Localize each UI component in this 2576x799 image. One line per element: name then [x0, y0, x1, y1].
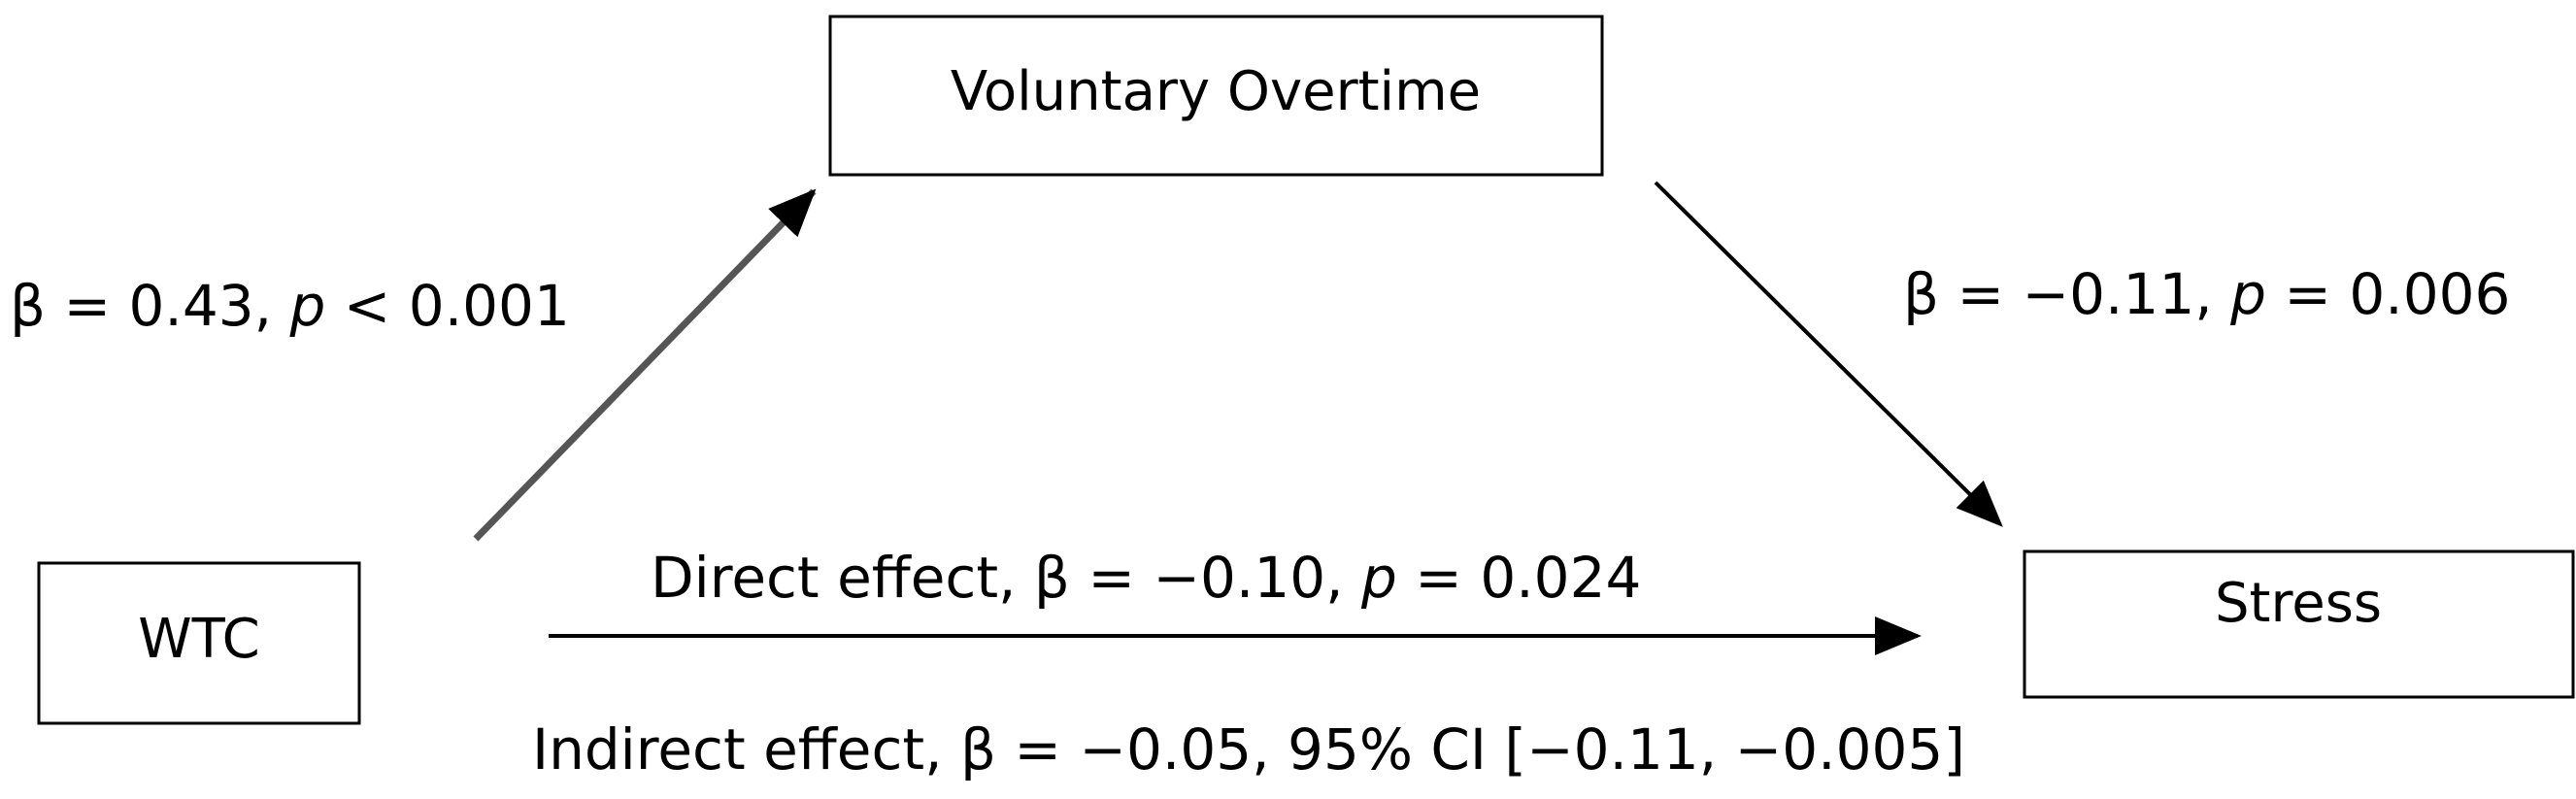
path-a-label: β = 0.43, p < 0.001 — [10, 273, 570, 339]
path-a-p-symbol: p — [289, 273, 326, 339]
predictor-box — [37, 561, 361, 725]
mediator-box — [828, 15, 1604, 177]
direct-effect-p-symbol: p — [1360, 545, 1397, 611]
predictor-node: WTC — [37, 561, 361, 725]
mediator-node: Voluntary Overtime — [828, 15, 1604, 177]
outcome-label: Stress — [2215, 572, 2382, 635]
path-a-p-value: < 0.001 — [325, 273, 570, 339]
outcome-node: Stress — [2023, 549, 2575, 699]
indirect-effect-label: Indirect effect, β = −0.05, 95% CI [−0.1… — [532, 716, 1965, 782]
path-b-p-symbol: p — [2229, 261, 2266, 327]
path-b-arrow — [1654, 181, 2003, 527]
mediator-label: Voluntary Overtime — [951, 60, 1481, 123]
direct-effect-beta: Direct effect, β = −0.10, — [651, 545, 1361, 611]
path-a-beta: β = 0.43, — [10, 273, 290, 339]
outcome-box — [2023, 549, 2575, 699]
direct-effect-p-value: = 0.024 — [1397, 545, 1642, 611]
path-b-p-value: = 0.006 — [2266, 261, 2511, 327]
predictor-label: WTC — [138, 608, 259, 671]
path-b-label: β = −0.11, p = 0.006 — [1903, 261, 2510, 327]
path-a-arrow — [473, 188, 817, 542]
direct-effect-label: Direct effect, β = −0.10, p = 0.024 — [651, 545, 1641, 611]
path-b-beta: β = −0.11, — [1903, 261, 2230, 327]
